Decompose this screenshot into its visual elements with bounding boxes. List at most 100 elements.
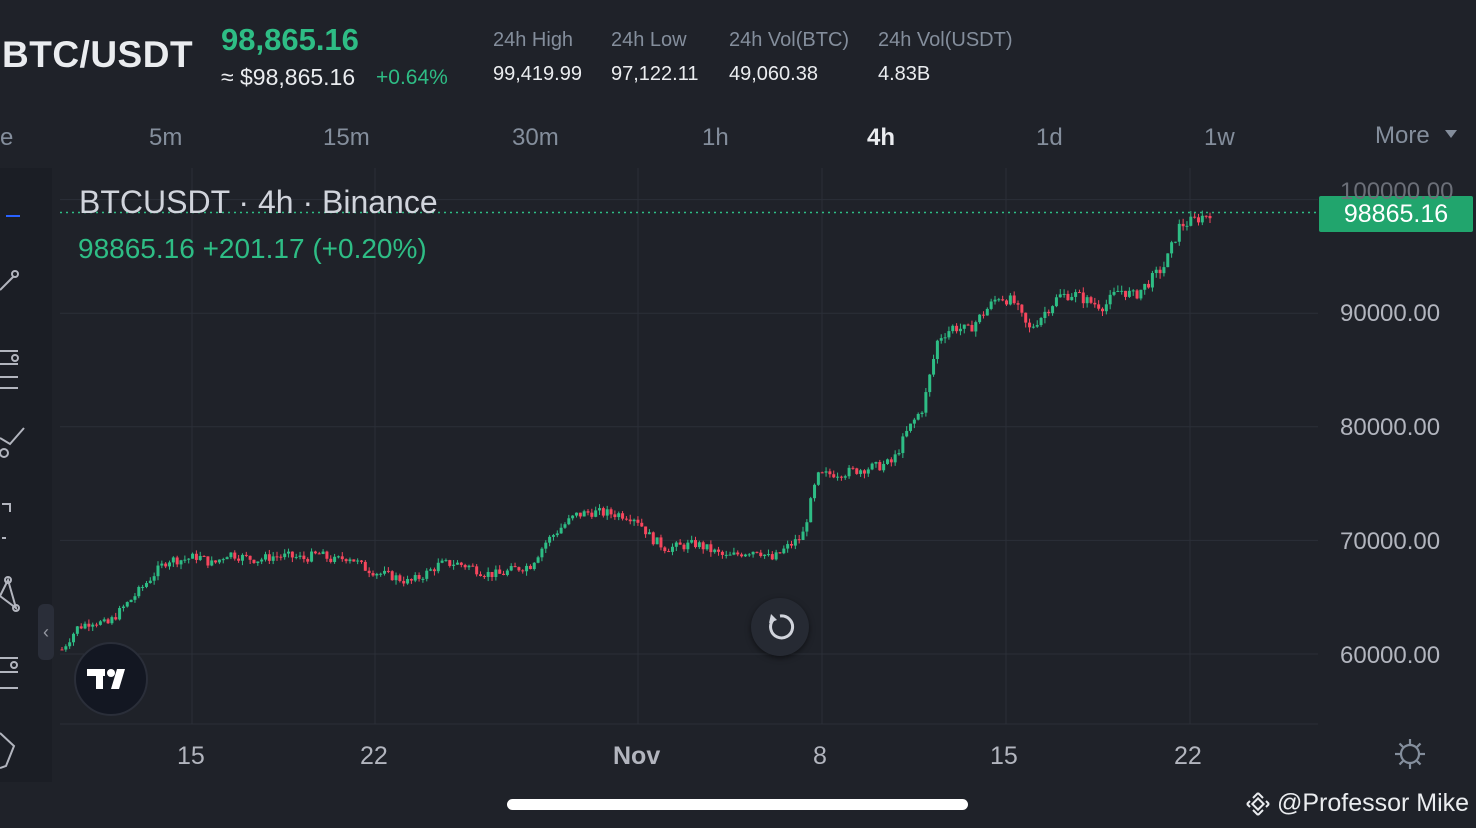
chart-grid [60,168,1318,725]
candle-body [1181,223,1185,227]
candle-body [1001,299,1005,301]
candle-body [110,617,114,624]
candle-body [951,325,955,332]
candle-body [141,586,145,588]
candle-body [359,560,363,562]
y-axis-label: 60000.00 [1340,642,1441,669]
settings-gear-icon [1395,739,1425,769]
last-price: 98,865.16 [221,22,359,57]
tab-4h[interactable]: 4h [867,124,896,151]
candle-body [198,555,202,560]
candle-body [1039,317,1043,326]
candle-body [171,557,175,563]
candle-body [866,469,870,474]
candle-body [912,419,916,424]
candle-body [137,586,141,597]
chevron-left-icon: ‹ [43,621,49,642]
caret-down-icon[interactable] [1445,130,1457,138]
candle-body [455,562,459,565]
tab-1h[interactable]: 1h [702,124,729,151]
candle-body [690,540,694,543]
candle-body [106,619,110,624]
candle-body [436,562,440,572]
y-axis-label: 90000.00 [1340,300,1441,327]
candle-body [559,527,563,534]
candle-body [336,556,340,558]
candle-body [479,574,483,577]
candle-body [740,554,744,557]
candle-body [766,554,770,556]
candle-body [997,299,1001,301]
candle-body [755,551,759,553]
candle-body [682,544,686,550]
candle-body [260,559,264,562]
candle-body [1158,269,1162,274]
candle-body [371,573,375,576]
candle-body [1020,304,1024,313]
candle-body [1054,297,1058,307]
candle-body [156,565,160,577]
candle-body [482,576,486,578]
y-axis-label: 100000.00 [1340,178,1454,205]
candle-body [1062,293,1066,295]
candle-body [68,642,72,647]
candle-body [95,624,99,626]
candle-body [183,559,187,561]
candle-body [909,423,913,431]
candle-body [720,551,724,555]
y-axis-label: 70000.00 [1340,528,1441,555]
candle-body [985,308,989,316]
candle-body [202,555,206,557]
candle-body [935,340,939,359]
tab-5m[interactable]: 5m [149,124,183,151]
pair-symbol[interactable]: BTC/USDT [2,34,194,75]
candle-body [862,470,866,474]
stat-value-24h-low: 97,122.11 [611,63,699,85]
reset-chart-button[interactable] [751,598,809,656]
candle-body [444,560,448,562]
candle-body [932,358,936,375]
candle-body [705,544,709,550]
candle-body [809,498,813,523]
candle-body [548,536,552,543]
candle-body [571,515,575,519]
candle-body [521,570,525,572]
candle-body [624,518,628,520]
more-timeframes-button[interactable]: More [1375,122,1430,149]
candle-body [586,511,590,513]
candle-body [759,552,763,557]
candle-body [686,542,690,550]
candle-body [820,472,824,474]
candle-body [498,569,502,574]
candle-body [75,626,79,634]
eraser-tool-icon [0,732,16,769]
candle-body [375,573,379,576]
candle-body [152,576,156,581]
candle-body [287,551,291,554]
candle-body [813,484,817,499]
candle-body [613,514,617,518]
candle-body [563,524,567,528]
candle-body [187,558,191,560]
candle-body [283,553,287,558]
brush-tool-icon [0,427,25,458]
tab-1w[interactable]: 1w [1204,124,1235,151]
tradingview-logo[interactable] [74,642,148,716]
home-indicator[interactable] [507,799,968,810]
chart-settings-button[interactable] [1393,737,1427,776]
trend-line-tool-icon [0,270,19,291]
candle-body [1204,215,1208,217]
stat-label-24h-vol-btc: 24h Vol(BTC) [729,29,850,51]
candle-body [628,519,632,522]
candle-body [847,467,851,477]
collapse-toolbar-button[interactable]: ‹ [38,604,54,660]
stat-value-24h-vol-usdt: 4.83B [878,63,931,85]
candle-body [713,549,717,553]
tab-1d[interactable]: 1d [1036,124,1063,151]
tab-time[interactable]: e [0,124,14,151]
candle-body [1100,308,1104,312]
tab-15m[interactable]: 15m [323,124,370,151]
candle-body [1124,290,1128,297]
tab-30m[interactable]: 30m [512,124,559,151]
